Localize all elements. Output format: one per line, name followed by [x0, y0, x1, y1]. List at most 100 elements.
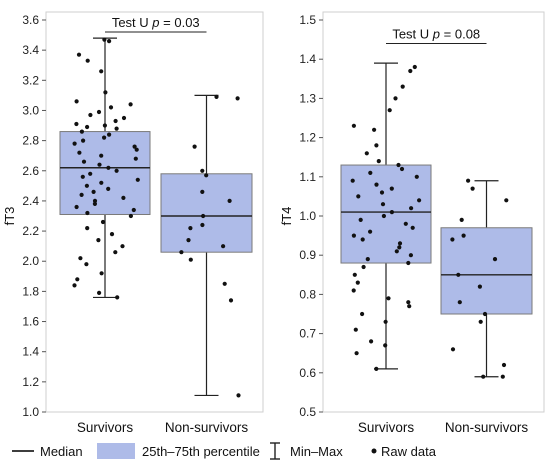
raw-data-point	[400, 84, 405, 89]
raw-data-point	[133, 156, 138, 161]
raw-data-point	[74, 204, 79, 210]
raw-data-point	[85, 124, 90, 130]
raw-data-point	[99, 153, 104, 158]
box-group-survivors	[340, 62, 432, 371]
raw-data-point	[396, 162, 401, 168]
y-tick-label: 0.9	[299, 248, 316, 262]
raw-data-point	[351, 123, 356, 128]
raw-data-point	[461, 233, 466, 238]
raw-data-point	[88, 112, 93, 118]
raw-data-point	[108, 105, 114, 110]
raw-data-point	[99, 271, 104, 276]
raw-data-point	[456, 272, 461, 277]
raw-data-point	[368, 229, 373, 234]
y-tick-label: 0.8	[299, 287, 316, 301]
raw-data-point	[399, 166, 405, 172]
raw-data-point	[412, 64, 417, 70]
raw-data-point	[236, 393, 241, 398]
raw-data-point	[107, 39, 112, 44]
raw-data-point	[389, 210, 394, 215]
x-category-label: Non-survivors	[445, 420, 529, 435]
legend-median-label: Median	[40, 444, 83, 459]
raw-data-point	[200, 189, 205, 194]
raw-data-point	[121, 195, 126, 200]
raw-data-point	[381, 213, 386, 219]
raw-data-point	[500, 374, 505, 379]
raw-data-point	[389, 186, 394, 191]
chart-panel-ft4: 0.5 0.6 0.7 0.8 0.9 1.0 1.1 1.2 1.3 1.4 1.5 fT4 Surv…	[279, 11, 545, 435]
raw-data-point	[408, 68, 413, 74]
raw-data-point	[121, 115, 127, 121]
raw-data-point	[482, 311, 488, 317]
raw-data-point	[364, 151, 369, 156]
raw-data-point	[360, 237, 365, 242]
raw-data-point	[106, 165, 111, 170]
y-tick-label: 1.4	[22, 345, 39, 359]
box-group-non-survivors	[160, 94, 253, 398]
raw-data-point	[128, 102, 133, 107]
raw-data-point	[406, 300, 411, 305]
y-tick-label: 1.8	[22, 284, 39, 298]
raw-data-point	[368, 170, 373, 175]
raw-data-point	[228, 298, 234, 303]
raw-data-point	[214, 94, 219, 99]
raw-data-point	[365, 257, 370, 262]
raw-data-point	[91, 189, 96, 194]
raw-data-point	[369, 339, 374, 344]
raw-data-point	[135, 177, 140, 182]
raw-data-point	[414, 174, 419, 179]
y-tick-label: 3.0	[22, 103, 39, 117]
raw-data-point	[99, 69, 104, 74]
raw-data-point	[235, 96, 240, 101]
raw-data-point	[200, 222, 205, 228]
legend-iqr-label: 25th–75th percentile	[142, 444, 260, 459]
raw-data-point	[74, 99, 79, 104]
raw-data-point	[504, 198, 509, 203]
y-tick-label: 1.0	[22, 405, 39, 419]
raw-data-point	[92, 201, 97, 206]
raw-data-point	[134, 147, 139, 152]
plot-frame	[45, 11, 264, 413]
y-tick-label: 1.2	[299, 131, 316, 145]
raw-data-point	[200, 168, 205, 173]
raw-data-point	[466, 178, 471, 183]
y-axis-label: fT4	[279, 207, 294, 226]
raw-data-point	[75, 277, 80, 282]
raw-data-point	[352, 272, 357, 277]
raw-data-point	[387, 108, 392, 113]
y-tick-label: 1.1	[299, 170, 316, 184]
raw-data-point	[85, 226, 90, 231]
raw-data-point	[501, 362, 507, 368]
y-tick-label: 1.4	[299, 52, 316, 66]
raw-data-point	[102, 37, 107, 42]
raw-data-point	[84, 262, 89, 267]
raw-data-point	[393, 96, 398, 101]
raw-data-point	[222, 281, 227, 286]
raw-data-point	[358, 217, 363, 222]
raw-data-point	[81, 138, 86, 143]
raw-data-point	[97, 290, 102, 295]
iqr-box	[440, 227, 533, 315]
raw-data-point	[353, 327, 358, 332]
raw-data-point	[103, 90, 108, 95]
legend-iqr-swatch	[97, 443, 135, 459]
raw-data-point	[372, 127, 377, 132]
raw-data-point	[355, 280, 360, 285]
y-tick-label: 0.7	[299, 327, 316, 341]
raw-data-point	[114, 126, 119, 131]
raw-data-point	[351, 288, 356, 293]
raw-data-point	[376, 159, 381, 164]
raw-data-point	[450, 347, 456, 352]
raw-data-point	[379, 190, 385, 195]
legend-minmax-label: Min–Max	[290, 444, 343, 459]
raw-data-point	[397, 241, 403, 246]
x-category-label: Survivors	[358, 420, 415, 435]
raw-data-point	[351, 233, 356, 238]
raw-data-point	[96, 238, 101, 243]
x-category-label: Survivors	[77, 420, 134, 435]
box-group-non-survivors	[440, 178, 533, 379]
raw-data-point	[188, 257, 193, 262]
raw-data-point	[450, 237, 455, 242]
raw-data-point	[106, 186, 111, 191]
y-axis-label: fT3	[2, 207, 17, 226]
